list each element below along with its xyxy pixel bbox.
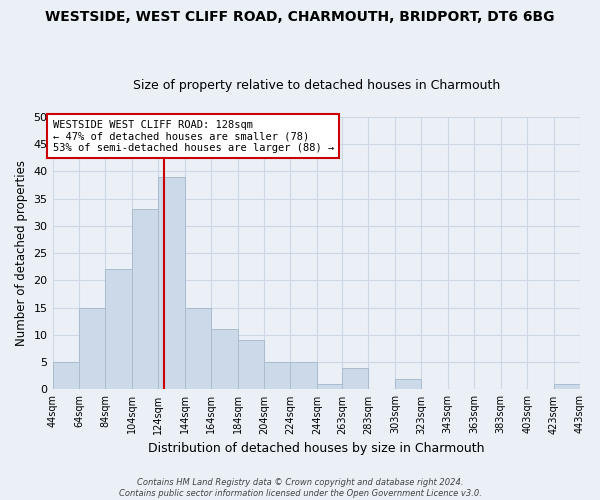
Bar [185,308,211,390]
Bar [395,378,421,390]
Bar [290,362,317,390]
Text: Contains HM Land Registry data © Crown copyright and database right 2024.
Contai: Contains HM Land Registry data © Crown c… [119,478,481,498]
Bar [132,210,158,390]
Bar [264,362,290,390]
X-axis label: Distribution of detached houses by size in Charmouth: Distribution of detached houses by size … [148,442,485,455]
Bar [106,270,132,390]
Bar [554,384,580,390]
Bar [238,340,264,390]
Bar [158,177,185,390]
Y-axis label: Number of detached properties: Number of detached properties [15,160,28,346]
Bar [79,308,106,390]
Text: WESTSIDE, WEST CLIFF ROAD, CHARMOUTH, BRIDPORT, DT6 6BG: WESTSIDE, WEST CLIFF ROAD, CHARMOUTH, BR… [45,10,555,24]
Text: WESTSIDE WEST CLIFF ROAD: 128sqm
← 47% of detached houses are smaller (78)
53% o: WESTSIDE WEST CLIFF ROAD: 128sqm ← 47% o… [53,120,334,152]
Bar [211,330,238,390]
Bar [53,362,79,390]
Bar [342,368,368,390]
Title: Size of property relative to detached houses in Charmouth: Size of property relative to detached ho… [133,79,500,92]
Bar [317,384,342,390]
